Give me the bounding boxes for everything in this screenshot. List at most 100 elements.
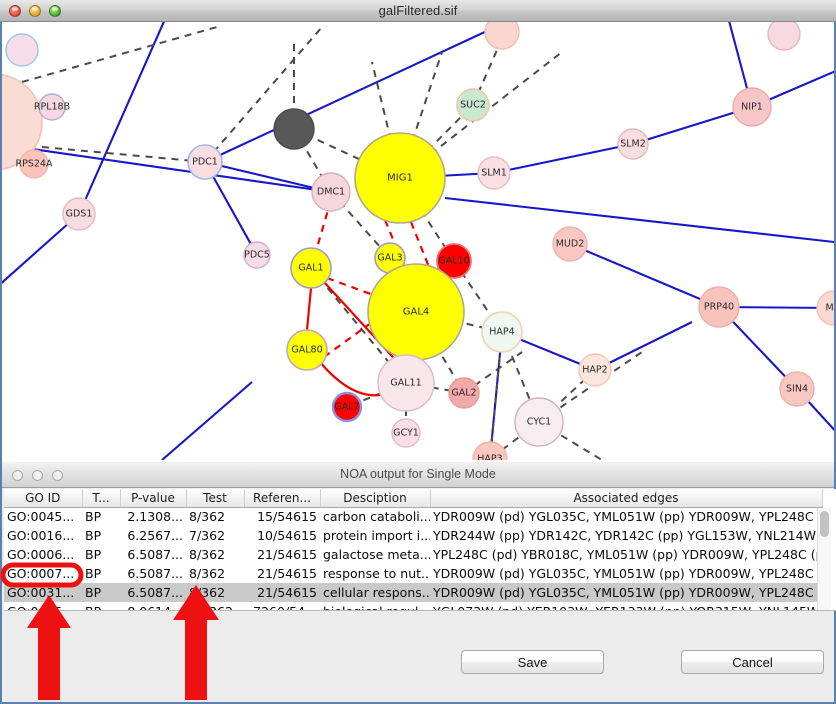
cancel-button[interactable]: Cancel — [681, 650, 824, 674]
cell-p-value: 6.2567... — [127, 528, 183, 543]
zoom-button[interactable] — [49, 5, 61, 17]
cell-go-id: GO:0065... — [4, 602, 82, 610]
cell-description: biological regul... — [320, 602, 430, 610]
node-GAL80[interactable] — [286, 329, 328, 371]
node-HAP4[interactable] — [481, 311, 523, 353]
node-HAP2[interactable] — [578, 353, 612, 387]
close-button[interactable] — [9, 5, 21, 17]
minimize-button[interactable] — [29, 5, 41, 17]
window-titlebar: galFiltered.sif — [0, 0, 836, 22]
cell-reference: 10/54615 — [257, 528, 317, 543]
cell-p-value: 2.1308... — [127, 509, 183, 525]
cell-reference: 21/54615 — [257, 566, 317, 581]
cell-reference: 21/54615 — [257, 547, 317, 562]
column-header-description[interactable]: Desciption — [320, 489, 431, 508]
cell-test: 7/362 — [189, 528, 226, 543]
column-header-associated-edges[interactable]: Associated edges — [430, 489, 823, 508]
cell-reference: 21/54615 — [244, 583, 320, 602]
node-PRP40[interactable] — [698, 286, 740, 328]
edges-dashed — [21, 26, 643, 460]
node-SLM1[interactable] — [477, 156, 511, 190]
node-GAL7[interactable] — [331, 391, 363, 423]
node-RPL18B[interactable] — [38, 93, 66, 121]
scrollbar-thumb[interactable] — [820, 511, 829, 537]
node-partial-top[interactable] — [484, 22, 520, 50]
table-row[interactable]: GO:0065... BP 8.0614... 94/362 7260/54..… — [4, 602, 822, 610]
save-button[interactable]: Save — [461, 650, 604, 674]
node-SUC2[interactable] — [456, 88, 490, 122]
cell-type: BP — [82, 583, 120, 602]
column-header-type[interactable]: T... — [82, 489, 121, 508]
cell-description: protein import i... — [323, 528, 430, 543]
cell-test: 8/362 — [186, 583, 244, 602]
go-results-table: GO ID T... P-value Test Referen... Desci… — [4, 489, 823, 610]
cell-edges: YDR009W (pd) YGL035C, YML051W (pp) YDR00… — [433, 566, 822, 581]
node-GDS1[interactable] — [62, 197, 96, 231]
noa-close-button[interactable] — [12, 470, 23, 481]
network-graph[interactable]: RPL18B RPS24A GDS1 PDC1 SUC2 NIP1 SLM2 D… — [2, 22, 834, 460]
node-partial-top-right[interactable] — [767, 22, 801, 51]
network-canvas[interactable]: RPL18B RPS24A GDS1 PDC1 SUC2 NIP1 SLM2 D… — [0, 22, 836, 462]
cell-go-id: GO:0045... — [7, 509, 75, 525]
cell-type: BP — [82, 602, 120, 610]
node-GAL11[interactable] — [377, 354, 435, 412]
node-partial-top-left[interactable] — [5, 33, 39, 67]
cell-type: BP — [85, 566, 102, 581]
go-results-table-container[interactable]: GO ID T... P-value Test Referen... Desci… — [4, 489, 836, 611]
node-dark-unlabeled[interactable] — [273, 108, 315, 150]
node-HAP3[interactable] — [472, 441, 508, 460]
node-GAL1[interactable] — [290, 247, 332, 289]
noa-titlebar: NOA output for Single Mode — [2, 462, 834, 488]
cell-type: BP — [85, 528, 102, 543]
node-SIN4[interactable] — [779, 371, 815, 407]
node-GAL2[interactable] — [448, 377, 480, 409]
cell-type: BP — [85, 547, 102, 562]
node-NIP1[interactable] — [732, 87, 772, 127]
cell-type: BP — [85, 509, 102, 525]
table-vertical-scrollbar[interactable] — [817, 508, 831, 610]
cell-description: carbon cataboli... — [323, 509, 430, 525]
table-row[interactable]: GO:0006... BP 6.5087... 8/362 21/54615 g… — [4, 545, 822, 564]
table-body: GO:0045... BP 2.1308... 8/362 15/54615 c… — [4, 507, 822, 610]
cell-p-value: 6.5087... — [127, 547, 183, 562]
cell-edges: YPL248C (pd) YBR018C, YML051W (pp) YDR00… — [433, 547, 822, 562]
node-GAL10[interactable] — [436, 243, 472, 279]
noa-traffic-lights — [12, 470, 63, 481]
window-traffic-lights — [9, 5, 61, 17]
column-header-reference[interactable]: Referen... — [244, 489, 321, 508]
node-PDC1[interactable] — [187, 144, 223, 180]
column-header-p-value[interactable]: P-value — [120, 489, 187, 508]
cell-edges: YDR009W (pd) YGL035C, YML051W (pp) YDR00… — [433, 509, 822, 525]
table-row[interactable]: GO:0045... BP 2.1308... 8/362 15/54615 c… — [4, 507, 822, 526]
cell-p-value: 8.0614... — [120, 602, 186, 610]
node-PDC5[interactable] — [243, 241, 271, 269]
dialog-button-bar: Save Cancel — [2, 650, 834, 690]
table-row[interactable]: GO:0016... BP 6.2567... 7/362 10/54615 p… — [4, 526, 822, 545]
column-header-go-id[interactable]: GO ID — [4, 489, 83, 508]
noa-zoom-button[interactable] — [52, 470, 63, 481]
network-nodes[interactable] — [2, 22, 834, 460]
cell-description: response to nut... — [323, 566, 430, 581]
column-header-test[interactable]: Test — [186, 489, 245, 508]
noa-minimize-button[interactable] — [32, 470, 43, 481]
node-MUD2[interactable] — [552, 226, 588, 262]
node-CYC1[interactable] — [514, 397, 564, 447]
table-header-row: GO ID T... P-value Test Referen... Desci… — [4, 489, 823, 508]
node-SLM2[interactable] — [617, 128, 649, 160]
node-unnamed-large[interactable] — [2, 73, 43, 171]
node-MIG1[interactable] — [354, 132, 446, 224]
cell-edges: YGL073W (pd) YER103W, YER133W (pp) YOR31… — [430, 602, 822, 610]
cell-go-id: GO:0006... — [7, 547, 75, 562]
node-RPS24A[interactable] — [19, 149, 49, 179]
node-MSI[interactable] — [816, 290, 834, 326]
node-GAL4[interactable] — [367, 263, 465, 361]
cell-edges: YDR009W (pd) YGL035C, YML051W (pp) YDR00… — [430, 583, 822, 602]
node-DMC1[interactable] — [311, 172, 351, 212]
table-row[interactable]: GO:0007... BP 6.5087... 8/362 21/54615 r… — [4, 564, 822, 583]
cell-test: 8/362 — [189, 547, 226, 562]
cell-p-value: 6.5087... — [120, 583, 186, 602]
table-row-selected[interactable]: GO:0031... BP 6.5087... 8/362 21/54615 c… — [4, 583, 822, 602]
window-title: galFiltered.sif — [378, 3, 458, 18]
node-GCY1[interactable] — [391, 418, 421, 448]
